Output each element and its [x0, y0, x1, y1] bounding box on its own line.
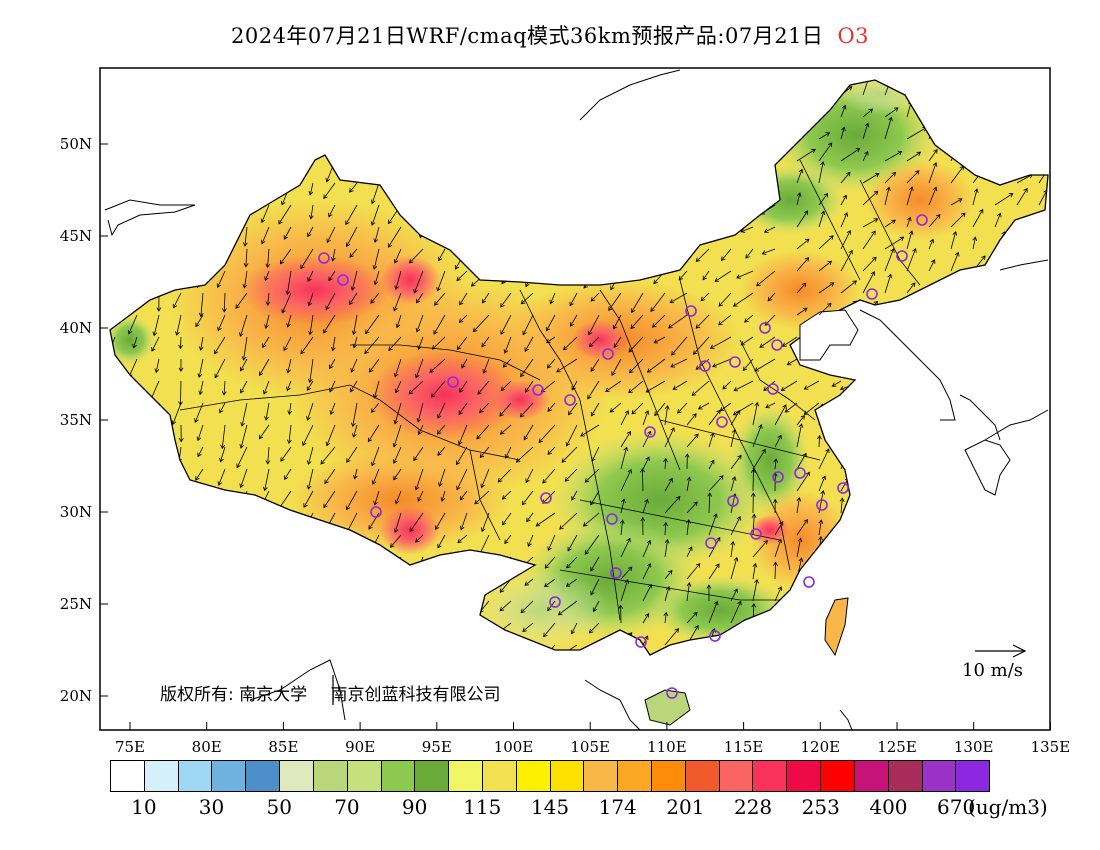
hainan-island [644, 689, 691, 726]
legend-label: 174 [598, 795, 637, 819]
bohai-sea [799, 309, 859, 361]
legend-swatch [212, 761, 247, 791]
copyright-org2: 南京创蓝科技有限公司 [330, 685, 501, 705]
legend-label: 70 [334, 795, 360, 819]
province-boundaries [179, 159, 921, 621]
legend-swatch [381, 761, 416, 791]
copyright-text: 版权所有: 南京大学 南京创蓝科技有限公司 [160, 680, 501, 705]
wind-scale-label: 10 m/s [962, 660, 1023, 681]
lon-tick-label: 125E [877, 738, 917, 756]
legend-label: 90 [401, 795, 428, 819]
legend-label: 400 [869, 795, 908, 819]
legend-label: 670 [937, 795, 976, 819]
lon-tick-label: 135E [1031, 738, 1071, 756]
legend-swatch [652, 761, 686, 791]
color-legend-labels: 10 30 50 70 90 115 145 174 201 228 253 400 670 [110, 795, 1070, 819]
legend-swatch [111, 761, 145, 791]
lon-tick-label: 95E [422, 738, 452, 756]
legend-swatch [787, 761, 822, 791]
copyright-org1: 南京大学 [239, 685, 308, 705]
legend-swatch [753, 761, 788, 791]
color-legend-bar [110, 760, 990, 792]
legend-label: 145 [530, 795, 570, 819]
legend-swatch [854, 761, 889, 791]
lon-tick-label: 120E [801, 738, 841, 756]
lon-tick-label: 110E [647, 738, 687, 756]
legend-swatch [482, 761, 517, 791]
legend-units: (ug/m3) [968, 795, 1048, 819]
legend-label: 30 [198, 795, 225, 819]
lon-tick-label: 130E [954, 738, 994, 756]
legend-swatch [922, 761, 957, 791]
lat-tick-label: 45N [60, 227, 92, 245]
lon-tick-label: 75E [115, 738, 145, 756]
legend-swatch [618, 761, 652, 791]
legend-label: 115 [463, 795, 502, 819]
legend-label: 228 [733, 795, 773, 819]
taiwan-island [824, 597, 849, 657]
lat-tick-label: 30N [60, 503, 92, 521]
lat-tick-label: 40N [60, 319, 92, 337]
legend-swatch [956, 761, 990, 791]
legend-swatch [415, 761, 450, 791]
copyright-prefix: 版权所有: [160, 685, 234, 705]
lon-tick-label: 90E [345, 738, 375, 756]
legend-label: 50 [266, 795, 292, 819]
legend-swatch [550, 761, 585, 791]
legend-swatch [685, 761, 720, 791]
legend-swatch [821, 761, 855, 791]
lat-tick-label: 50N [60, 135, 92, 153]
wind-scale-arrow [975, 644, 1027, 658]
legend-swatch [178, 761, 213, 791]
legend-swatch [584, 761, 619, 791]
neighbour-coastlines [104, 69, 1049, 730]
longitude-axis: 75E 80E 85E 90E 95E 100E 105E 110E 115E 120E 125E 1… [115, 722, 1070, 756]
legend-swatch [888, 761, 923, 791]
lat-tick-label: 25N [60, 595, 92, 613]
legend-swatch [144, 761, 179, 791]
legend-swatch [719, 761, 754, 791]
legend-label: 201 [666, 795, 705, 819]
lat-tick-label: 35N [60, 411, 92, 429]
latitude-axis: 50N 45N 40N 35N 30N 25N 20N [60, 135, 108, 705]
lon-tick-label: 115E [724, 738, 764, 756]
station-markers [318, 214, 928, 699]
legend-swatch [246, 761, 281, 791]
title-main: 2024年07月21日WRF/cmaq模式36km预报产品:07月21日 [230, 24, 824, 48]
legend-label: 10 [131, 795, 157, 819]
legend-swatch [313, 761, 348, 791]
legend-swatch [280, 761, 314, 791]
map-title: 2024年07月21日WRF/cmaq模式36km预报产品:07月21日 O3 [0, 20, 1100, 50]
legend-swatch [347, 761, 382, 791]
lon-tick-label: 80E [192, 738, 222, 756]
title-species: O3 [837, 24, 870, 48]
lon-tick-label: 105E [570, 738, 610, 756]
lon-tick-label: 85E [268, 738, 298, 756]
legend-label: 253 [801, 795, 840, 819]
lat-tick-label: 20N [60, 687, 92, 705]
legend-swatch [449, 761, 483, 791]
legend-swatch [516, 761, 551, 791]
lon-tick-label: 100E [494, 738, 534, 756]
